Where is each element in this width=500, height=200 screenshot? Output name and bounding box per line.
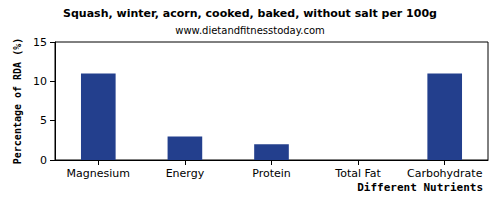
svg-text:Carbohydrate: Carbohydrate (407, 167, 483, 180)
svg-text:Magnesium: Magnesium (67, 167, 130, 180)
svg-text:5: 5 (40, 114, 47, 127)
svg-text:Energy: Energy (166, 167, 205, 180)
svg-text:Total Fat: Total Fat (334, 167, 381, 180)
svg-text:0: 0 (40, 154, 47, 167)
svg-text:15: 15 (33, 36, 47, 49)
svg-text:10: 10 (33, 75, 47, 88)
svg-text:Protein: Protein (252, 167, 291, 180)
svg-text:Percentage of RDA (%): Percentage of RDA (%) (12, 38, 23, 164)
svg-text:Squash, winter, acorn, cooked,: Squash, winter, acorn, cooked, baked, wi… (63, 7, 437, 20)
svg-text:www.dietandfitnesstoday.com: www.dietandfitnesstoday.com (175, 25, 324, 36)
svg-text:Different Nutrients: Different Nutrients (357, 181, 483, 194)
